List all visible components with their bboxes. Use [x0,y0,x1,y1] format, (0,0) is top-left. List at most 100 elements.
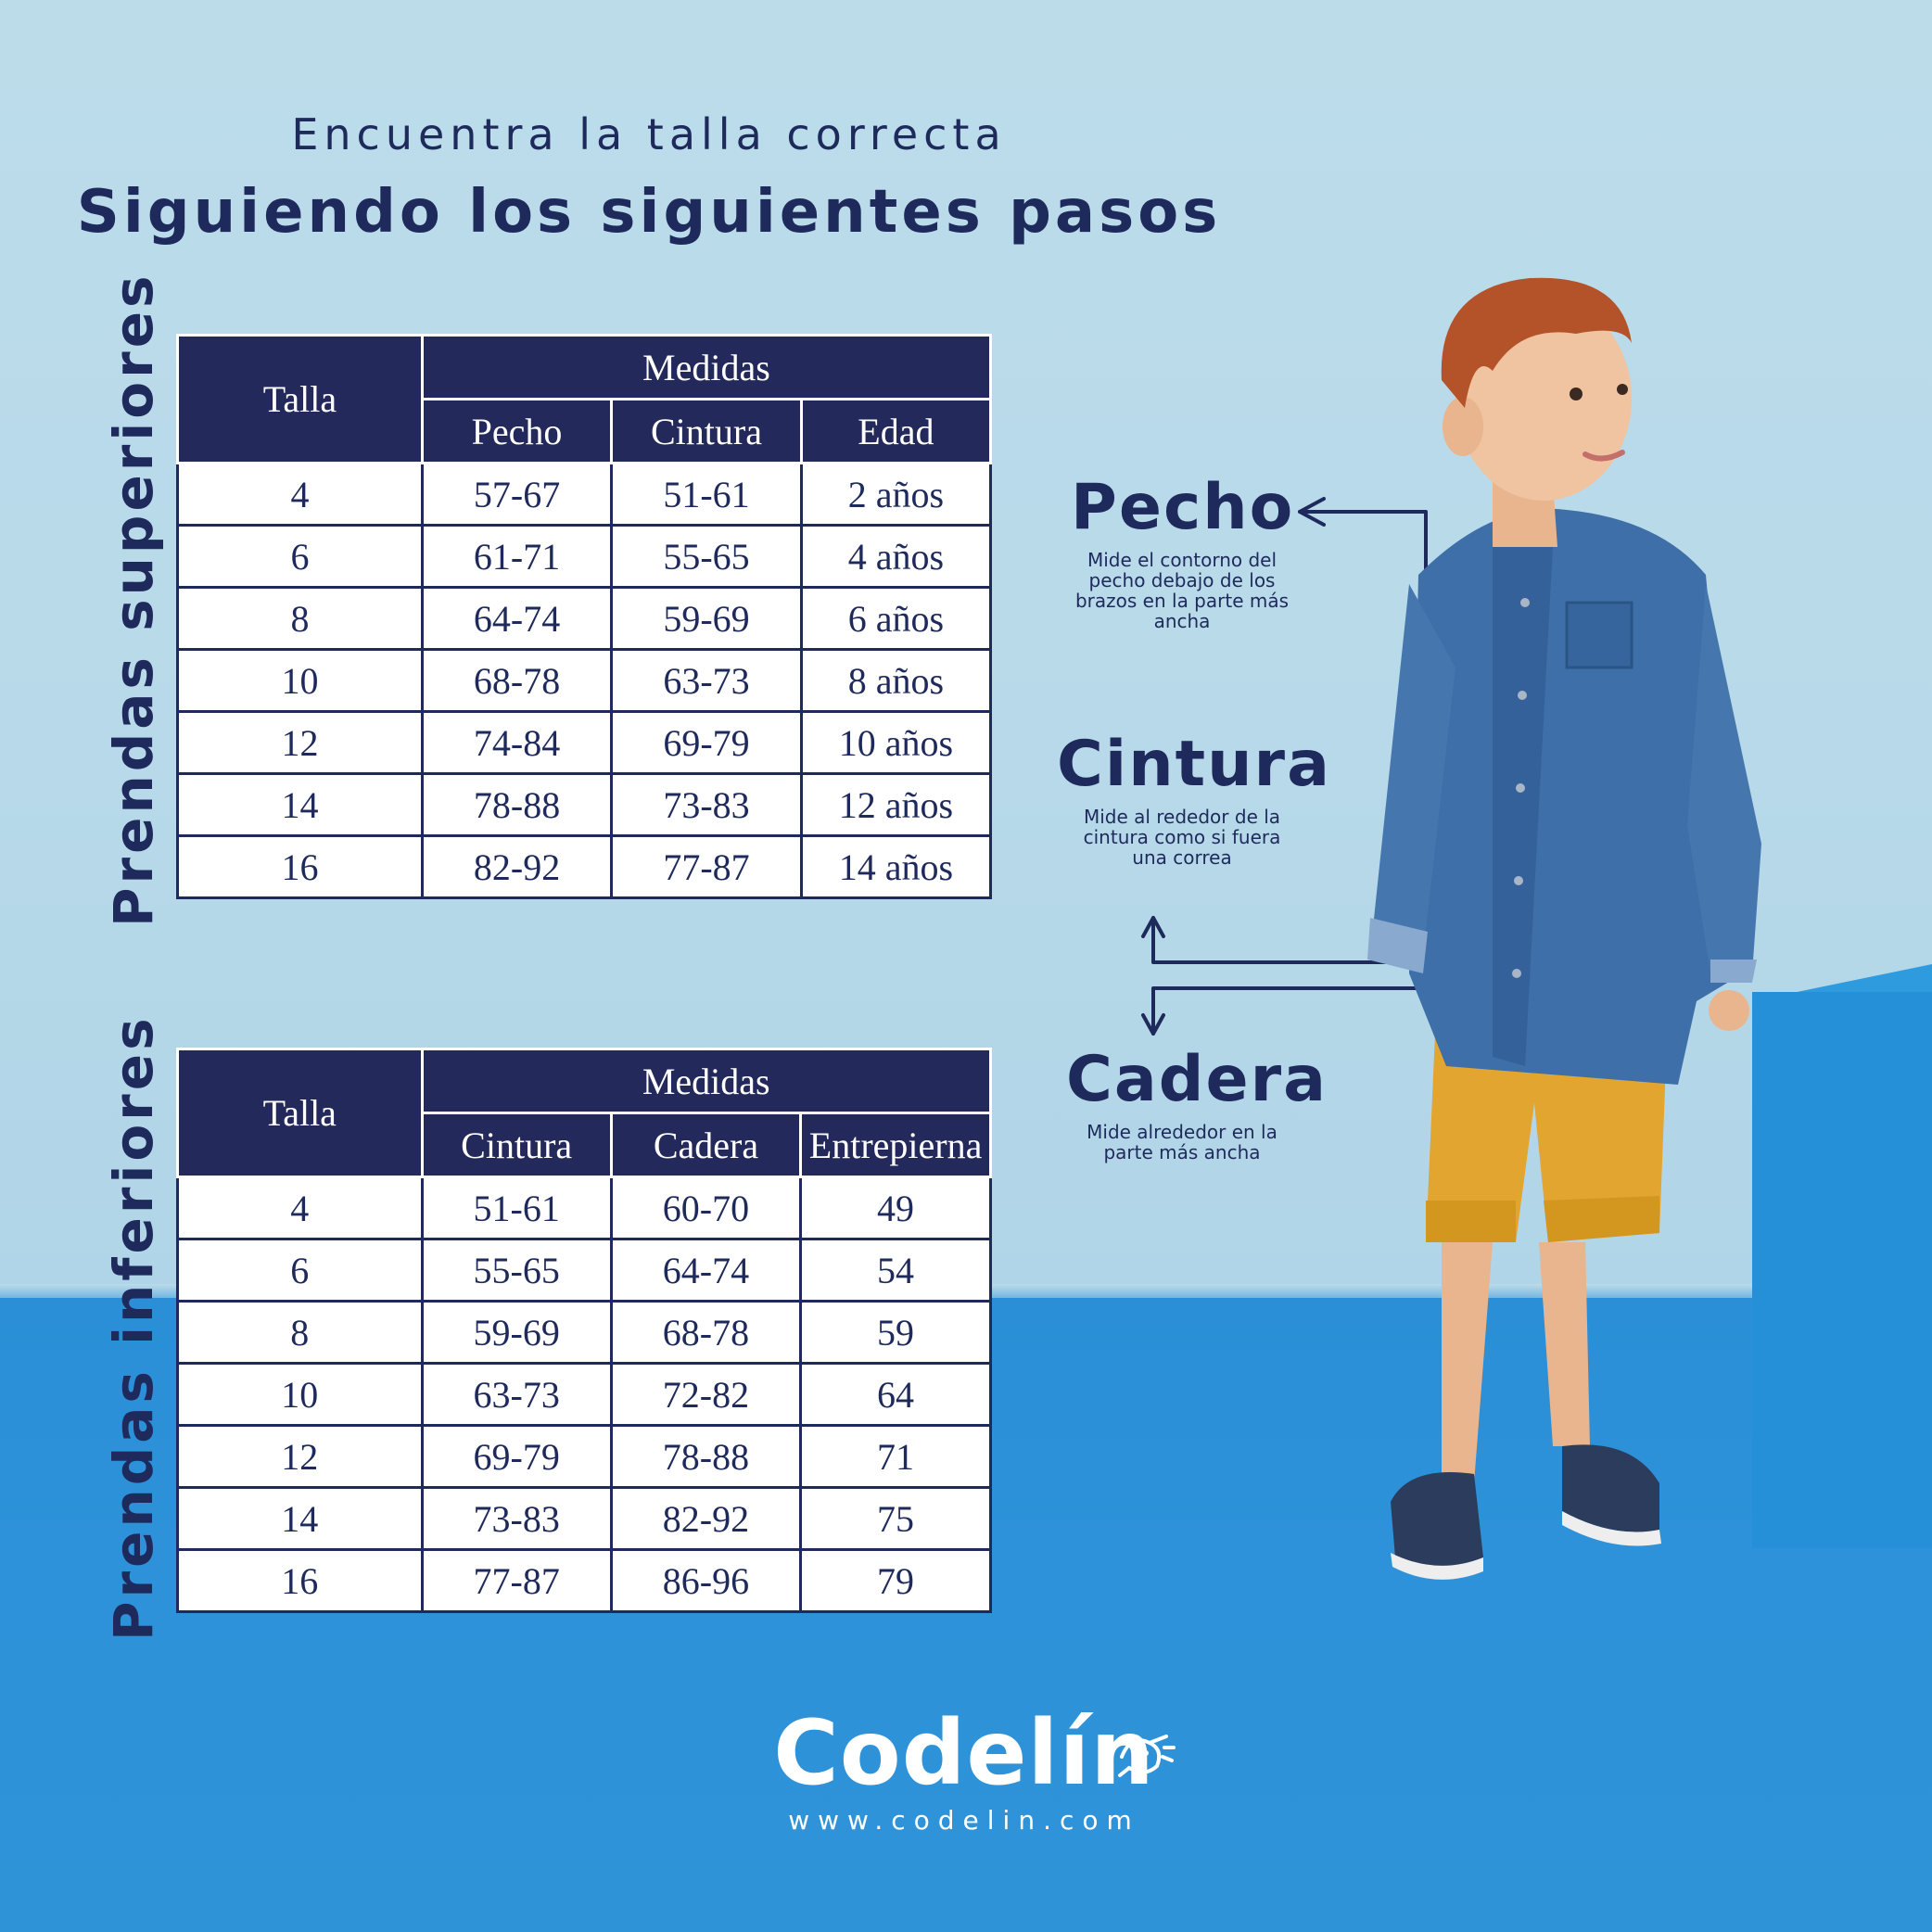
cell: 14 años [799,834,993,899]
pecho-arrow-head [1298,497,1326,527]
bird-icon [1118,1735,1176,1777]
header-medidas: Medidas [420,334,993,400]
tops-size-table: Talla Medidas Pecho Cintura Edad 4 57-67 5… [176,334,993,899]
measure-pecho-desc: Mide el contorno del pecho debajo de los… [1074,549,1290,632]
cell: 10 [176,1362,424,1427]
header-talla: Talla [176,1048,424,1178]
measure-cintura-desc: Mide al rededor de la cintura como si fu… [1083,806,1281,869]
cell: 59-69 [610,586,803,651]
cell: 59-69 [420,1300,613,1365]
table-row: 6 61-71 55-65 4 años [176,524,993,589]
measure-cadera-desc: Mide alrededor en la parte más ancha [1087,1121,1277,1163]
cell: 8 años [799,648,993,713]
cell: 12 años [799,772,993,837]
cell: 63-73 [420,1362,613,1427]
cell: 77-87 [610,834,803,899]
cell: 4 años [799,524,993,589]
header-cintura: Cintura [420,1112,613,1178]
table-row: 12 69-79 78-88 71 [176,1424,992,1489]
table-row: 16 82-92 77-87 14 años [176,834,993,899]
cell: 73-83 [610,772,803,837]
measure-cadera-title: Cadera [1066,1043,1328,1116]
header-cadera: Cadera [609,1112,803,1178]
cell: 64-74 [420,586,614,651]
table-row: 4 57-67 51-61 2 años [176,462,993,527]
cell: 75 [799,1486,992,1551]
cell: 59 [799,1300,992,1365]
cell: 12 [176,710,424,775]
cell: 10 [176,648,424,713]
cell: 68-78 [420,648,614,713]
header-cintura: Cintura [610,398,803,464]
cell: 78-88 [609,1424,803,1489]
cell: 64-74 [609,1238,803,1303]
cell: 79 [799,1548,992,1613]
measure-pecho-title: Pecho [1071,471,1295,544]
cadera-arrow [1151,986,1428,1036]
cell: 51-61 [420,1176,613,1240]
cell: 74-84 [420,710,614,775]
heading-line1: Encuentra la talla correcta [291,109,1007,159]
bottoms-size-table: Talla Medidas Cintura Cadera Entrepierna… [176,1048,992,1613]
header-entrepierna: Entrepierna [799,1112,992,1178]
cell: 10 años [799,710,993,775]
table-row: 4 51-61 60-70 49 [176,1176,992,1240]
cell: 16 [176,1548,424,1613]
cell: 78-88 [420,772,614,837]
cell: 55-65 [420,1238,613,1303]
cell: 6 [176,524,424,589]
cell: 64 [799,1362,992,1427]
table-row: 10 63-73 72-82 64 [176,1362,992,1427]
cell: 14 [176,772,424,837]
header-edad: Edad [799,398,993,464]
cell: 14 [176,1486,424,1551]
cell: 12 [176,1424,424,1489]
header-medidas: Medidas [420,1048,992,1114]
cell: 68-78 [609,1300,803,1365]
cell: 82-92 [420,834,614,899]
cell: 16 [176,834,424,899]
cell: 55-65 [610,524,803,589]
header-pecho: Pecho [420,398,614,464]
cell: 4 [176,462,424,527]
brand-url: www.codelin.com [788,1805,1140,1836]
cell: 51-61 [610,462,803,527]
brand-logo: Codelín www.codelin.com [751,1701,1177,1836]
cell: 71 [799,1424,992,1489]
cell: 8 [176,586,424,651]
table-row: 8 64-74 59-69 6 años [176,586,993,651]
measure-cintura-title: Cintura [1057,728,1331,801]
blue-block [1752,992,1932,1548]
table-row: 6 55-65 64-74 54 [176,1238,992,1303]
measure-cadera: Cadera Mide alrededor en la parte más an… [1066,1043,1328,1163]
cell: 63-73 [610,648,803,713]
cell: 73-83 [420,1486,613,1551]
child-model-image [1367,277,1761,1580]
cell: 72-82 [609,1362,803,1427]
header-talla: Talla [176,334,424,464]
cell: 82-92 [609,1486,803,1551]
cell: 6 años [799,586,993,651]
cintura-arrow-head [1141,916,1165,938]
cell: 6 [176,1238,424,1303]
cell: 57-67 [420,462,614,527]
cell: 69-79 [610,710,803,775]
cell: 4 [176,1176,424,1240]
cell: 8 [176,1300,424,1365]
cell: 61-71 [420,524,614,589]
cadera-arrow-head [1141,1013,1165,1036]
table-row: 14 78-88 73-83 12 años [176,772,993,837]
cell: 54 [799,1238,992,1303]
brand-name: Codelín [773,1701,1155,1805]
heading-line2: Siguiendo los siguientes pasos [76,178,1222,247]
cell: 77-87 [420,1548,613,1613]
table-row: 8 59-69 68-78 59 [176,1300,992,1365]
table-row: 10 68-78 63-73 8 años [176,648,993,713]
table-row: 14 73-83 82-92 75 [176,1486,992,1551]
cell: 86-96 [609,1548,803,1613]
measure-pecho: Pecho Mide el contorno del pecho debajo … [1071,471,1293,631]
table-row: 12 74-84 69-79 10 años [176,710,993,775]
cintura-arrow [1151,916,1428,964]
cell: 49 [799,1176,992,1240]
